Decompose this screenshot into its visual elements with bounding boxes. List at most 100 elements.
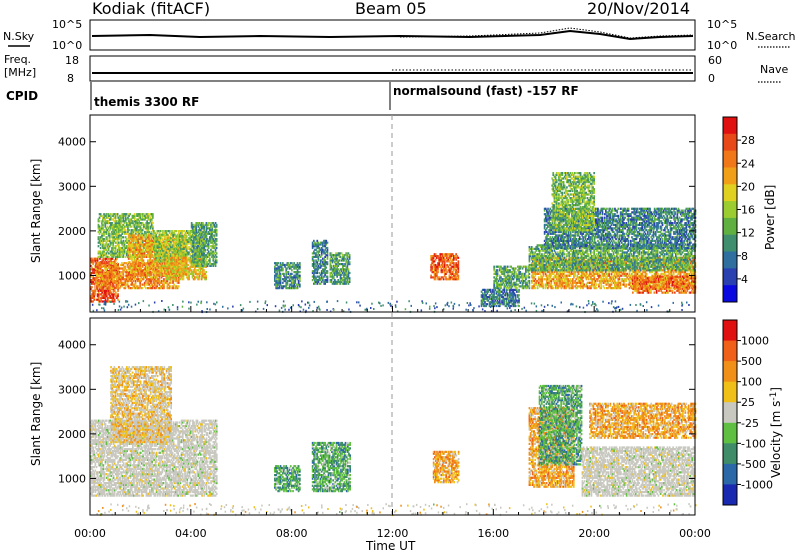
data-cell	[106, 262, 108, 264]
data-cell	[152, 226, 154, 228]
data-cell	[216, 247, 218, 249]
data-cell	[143, 259, 145, 261]
data-cell	[110, 262, 112, 264]
data-cell	[91, 286, 93, 288]
nsearch-tick-low: 10^0	[707, 39, 737, 52]
data-cell	[291, 269, 293, 271]
data-cell	[128, 229, 130, 231]
data-cell	[115, 292, 117, 294]
data-cell	[143, 236, 145, 238]
freq-label-line2: [MHz]	[4, 66, 36, 79]
data-cell	[109, 233, 111, 235]
data-cell	[327, 270, 329, 272]
data-cell	[216, 229, 218, 231]
data-cell	[282, 267, 284, 269]
data-cell	[216, 252, 218, 254]
data-cell	[216, 259, 218, 261]
data-cell	[117, 293, 119, 295]
data-cell	[458, 257, 460, 259]
freq-tick-high: 18	[65, 54, 79, 67]
data-cell	[204, 249, 206, 251]
cpid-segment-1: themis 3300 RF	[94, 95, 199, 109]
station-title: Kodiak (fitACF)	[92, 0, 210, 18]
cpid-label: CPID	[6, 89, 38, 103]
data-cell	[128, 272, 130, 274]
nave-label: Nave	[760, 63, 788, 76]
nsky-tick-low: 10^0	[52, 39, 82, 52]
data-cell	[205, 271, 207, 273]
data-cell	[125, 229, 127, 231]
data-cell	[139, 263, 141, 265]
data-cell	[114, 299, 116, 301]
data-cell	[203, 269, 205, 271]
data-cell	[105, 266, 107, 268]
data-cell	[144, 252, 146, 254]
data-cell	[496, 305, 498, 307]
data-cell	[137, 274, 139, 276]
data-cell	[327, 242, 329, 244]
data-cell	[152, 213, 154, 215]
data-cell	[458, 260, 460, 262]
data-cell	[299, 284, 301, 286]
date-title: 20/Nov/2014	[587, 0, 690, 18]
data-cell	[349, 272, 351, 274]
data-cell	[117, 262, 119, 264]
data-cell	[216, 256, 218, 258]
data-cell	[117, 213, 119, 215]
data-cell	[349, 277, 351, 279]
data-cell	[339, 259, 341, 261]
data-cell	[515, 305, 517, 307]
data-cell	[141, 270, 143, 272]
data-cell	[129, 234, 131, 236]
data-cell	[143, 249, 145, 251]
data-cell	[486, 303, 488, 305]
data-cell	[152, 222, 154, 224]
data-cell	[280, 273, 282, 275]
data-cell	[442, 253, 444, 255]
nsky-tick-high: 10^5	[52, 18, 82, 31]
data-cell	[125, 266, 127, 268]
data-cell	[331, 265, 333, 267]
radar-summary-plot: Kodiak (fitACF) Beam 05 20/Nov/2014 N.Sk…	[0, 0, 800, 554]
data-cell	[129, 213, 131, 215]
data-cell	[99, 220, 101, 222]
nsearch-label: N.Search	[746, 30, 796, 43]
data-cell	[209, 258, 211, 260]
freq-panel	[90, 56, 695, 81]
data-cell	[106, 285, 108, 287]
data-cell	[123, 236, 125, 238]
data-cell	[151, 234, 153, 236]
data-cell	[134, 213, 136, 215]
data-cell	[117, 299, 119, 301]
nave-tick-high: 60	[708, 54, 722, 67]
data-cell	[169, 276, 171, 278]
data-cell	[349, 261, 351, 263]
beam-title: Beam 05	[355, 0, 427, 18]
data-cell	[277, 262, 279, 264]
data-cell	[142, 287, 144, 289]
data-cell	[167, 234, 169, 236]
data-cell	[108, 256, 110, 258]
data-cell	[178, 285, 180, 287]
data-cell	[291, 273, 293, 275]
data-cell	[348, 268, 350, 270]
freq-label-line1: Freq.	[4, 53, 31, 66]
data-cell	[98, 245, 100, 247]
data-cell	[299, 262, 301, 264]
nsearch-tick-high: 10^5	[707, 18, 737, 31]
data-cell	[515, 294, 517, 296]
data-cell	[327, 247, 329, 249]
data-cell	[187, 264, 189, 266]
data-cell	[283, 273, 285, 275]
data-cell	[163, 278, 165, 280]
data-cell	[216, 224, 218, 226]
data-cell	[327, 276, 329, 278]
data-cell	[145, 287, 147, 289]
data-cell	[216, 243, 218, 245]
data-cell	[327, 261, 329, 263]
data-cell	[216, 238, 218, 240]
data-cell	[169, 230, 171, 232]
data-cell	[186, 235, 188, 237]
data-cell	[313, 259, 315, 261]
data-cell	[458, 275, 460, 277]
